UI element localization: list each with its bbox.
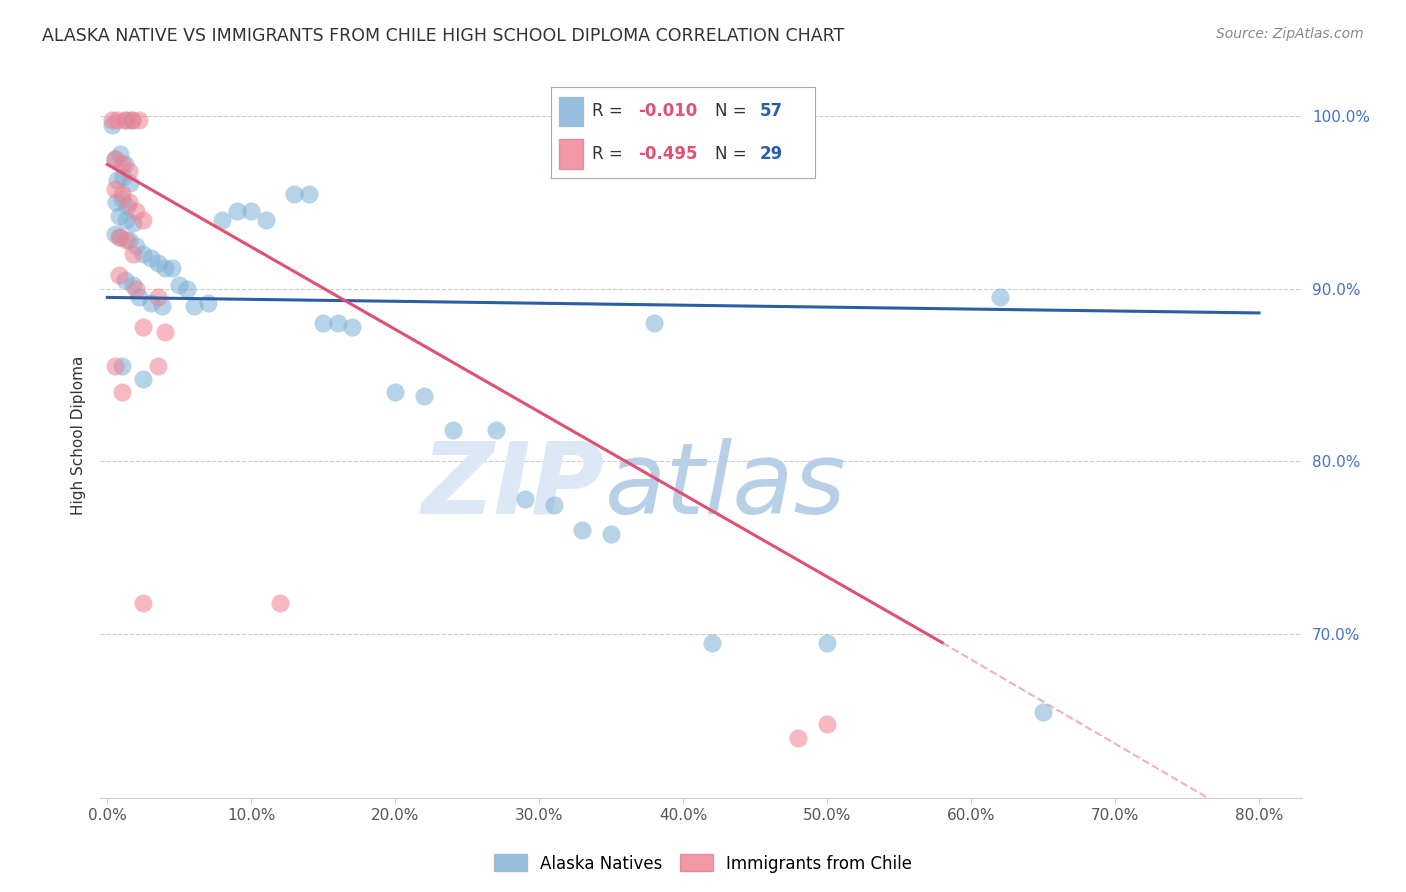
Point (513, 492, 536, 507)
Point (132, 247, 155, 261)
Point (117, 199, 139, 213)
Point (108, 230, 131, 244)
Point (122, 216, 145, 230)
Point (112, 169, 135, 184)
Point (169, 278, 191, 293)
Point (211, 212, 233, 227)
Point (132, 212, 155, 227)
Text: ALASKA NATIVE VS IMMIGRANTS FROM CHILE HIGH SCHOOL DIPLOMA CORRELATION CHART: ALASKA NATIVE VS IMMIGRANTS FROM CHILE H… (42, 27, 845, 45)
Point (111, 186, 134, 201)
Point (197, 295, 219, 310)
Point (114, 157, 136, 171)
Point (176, 282, 198, 296)
Point (107, 112, 129, 127)
Point (108, 268, 131, 282)
Point (100, 118, 122, 132)
Point (413, 389, 436, 403)
Point (543, 498, 565, 512)
Point (111, 385, 134, 400)
Point (643, 316, 665, 330)
Point (103, 227, 125, 241)
Point (150, 299, 173, 313)
Point (108, 209, 131, 223)
Point (121, 112, 143, 127)
Y-axis label: High School Diploma: High School Diploma (72, 356, 86, 516)
Point (132, 596, 155, 610)
Point (340, 319, 363, 334)
Point (128, 112, 150, 127)
Point (118, 195, 141, 210)
Point (103, 359, 125, 374)
Point (103, 153, 125, 167)
Point (153, 325, 176, 339)
Point (121, 112, 143, 127)
Point (600, 527, 623, 541)
Point (298, 186, 321, 201)
Point (283, 186, 305, 201)
Point (312, 316, 335, 330)
Point (160, 261, 183, 276)
Point (103, 153, 125, 167)
Point (571, 524, 593, 538)
Point (120, 177, 142, 191)
Point (115, 112, 138, 127)
Point (100, 112, 122, 127)
Point (104, 195, 127, 210)
Point (125, 238, 148, 252)
Point (122, 278, 145, 293)
Point (132, 371, 155, 385)
Point (254, 212, 277, 227)
Point (815, 636, 838, 650)
Point (115, 234, 138, 248)
Point (146, 359, 169, 374)
Point (441, 423, 464, 437)
Point (153, 261, 176, 276)
Point (225, 204, 247, 219)
Point (485, 423, 508, 437)
Text: ZIP: ZIP (422, 438, 605, 535)
Point (114, 112, 136, 127)
Point (122, 247, 145, 261)
Point (326, 316, 349, 330)
Point (118, 164, 141, 178)
Point (111, 359, 134, 374)
Point (118, 234, 141, 248)
Point (114, 273, 136, 287)
Point (139, 251, 162, 265)
Point (115, 212, 138, 227)
Point (139, 295, 162, 310)
Point (111, 192, 134, 206)
Point (1032, 705, 1054, 719)
Point (110, 147, 132, 161)
Point (128, 290, 150, 304)
Point (103, 181, 125, 195)
Point (132, 319, 155, 334)
Point (125, 282, 148, 296)
Point (110, 230, 132, 244)
Point (269, 596, 291, 610)
Point (815, 716, 838, 731)
Point (787, 731, 810, 745)
Point (988, 290, 1011, 304)
Legend: Alaska Natives, Immigrants from Chile: Alaska Natives, Immigrants from Chile (486, 847, 920, 880)
Point (125, 204, 148, 219)
Point (384, 385, 406, 400)
Point (183, 299, 205, 313)
Point (146, 256, 169, 270)
Text: atlas: atlas (605, 438, 846, 535)
Point (240, 204, 263, 219)
Text: Source: ZipAtlas.com: Source: ZipAtlas.com (1216, 27, 1364, 41)
Point (146, 290, 169, 304)
Point (107, 173, 129, 187)
Point (700, 636, 723, 650)
Point (111, 157, 134, 171)
